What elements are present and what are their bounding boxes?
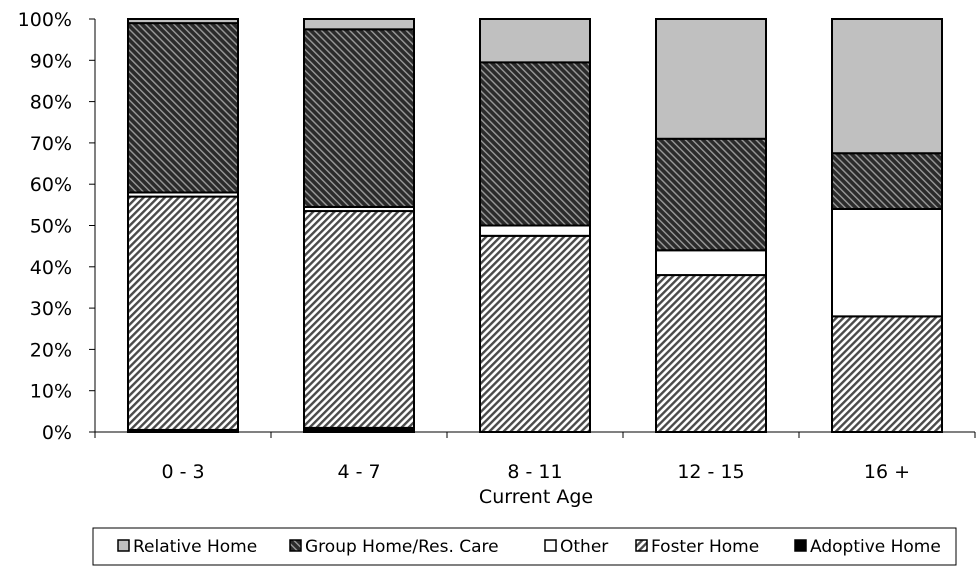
bars (127, 18, 943, 433)
bar-segment-relative-home (303, 18, 415, 31)
bar-segment-relative-home (479, 18, 591, 64)
y-tick-label: 70% (30, 133, 72, 155)
x-tick-label: 4 - 7 (337, 461, 380, 483)
bar-segment-group-home-res-care (831, 152, 943, 210)
y-tick-label: 10% (30, 381, 72, 403)
legend-label-group-home-res-care: Group Home/Res. Care (305, 537, 499, 557)
bar-segment-group-home-res-care (655, 137, 767, 252)
bar-segment-other (655, 249, 767, 277)
bar-segment-relative-home (831, 18, 943, 155)
legend-label-adoptive-home: Adoptive Home (810, 537, 941, 557)
y-tick-label: 60% (30, 174, 72, 196)
y-tick-label: 40% (30, 257, 72, 279)
bar-segment-group-home-res-care (479, 61, 591, 227)
y-tick-label: 0% (42, 422, 72, 444)
x-axis-ticks: 0 - 3 4 - 7 8 - 11 12 - 15 16 + (161, 461, 910, 483)
y-tick-label: 90% (30, 50, 72, 72)
bar-segment-foster-home (655, 274, 767, 433)
legend-swatch-relative-home (117, 539, 130, 552)
y-tick-label: 100% (18, 9, 72, 31)
legend-box (92, 527, 957, 566)
bar-segment-other (831, 207, 943, 318)
x-tick-label: 12 - 15 (677, 461, 744, 483)
bar-segment-foster-home (303, 210, 415, 429)
x-tick-label: 16 + (864, 461, 910, 483)
bar-segment-group-home-res-care (303, 28, 415, 208)
y-tick-label: 80% (30, 92, 72, 114)
bar-segment-relative-home (127, 18, 239, 25)
legend: Relative Home Group Home/Res. Care Other Fo… (92, 527, 957, 566)
x-tick-label: 8 - 11 (507, 461, 562, 483)
x-axis-title: Current Age (479, 486, 593, 508)
bar-segment-other (479, 224, 591, 237)
y-axis-ticks: 0% 10% 20% 30% 40% 50% 60% 70% 80% 90% 100% (18, 9, 95, 444)
legend-swatch-group-home-res-care (289, 539, 302, 552)
legend-label-foster-home: Foster Home (651, 537, 759, 557)
bar-segment-foster-home (479, 234, 591, 433)
legend-label-relative-home: Relative Home (133, 537, 257, 557)
y-tick-label: 50% (30, 216, 72, 238)
legend-label-other: Other (560, 537, 608, 557)
legend-swatch-foster-home (635, 539, 648, 552)
bar-segment-foster-home (127, 195, 239, 431)
y-tick-label: 30% (30, 298, 72, 320)
legend-swatch-adoptive-home (794, 539, 807, 552)
legend-swatch-other (544, 539, 557, 552)
x-tick-label: 0 - 3 (161, 461, 204, 483)
bar-segment-foster-home (831, 315, 943, 433)
axes (94, 19, 976, 438)
y-tick-label: 20% (30, 339, 72, 361)
bar-segment-group-home-res-care (127, 22, 239, 194)
bar-segment-relative-home (655, 18, 767, 140)
